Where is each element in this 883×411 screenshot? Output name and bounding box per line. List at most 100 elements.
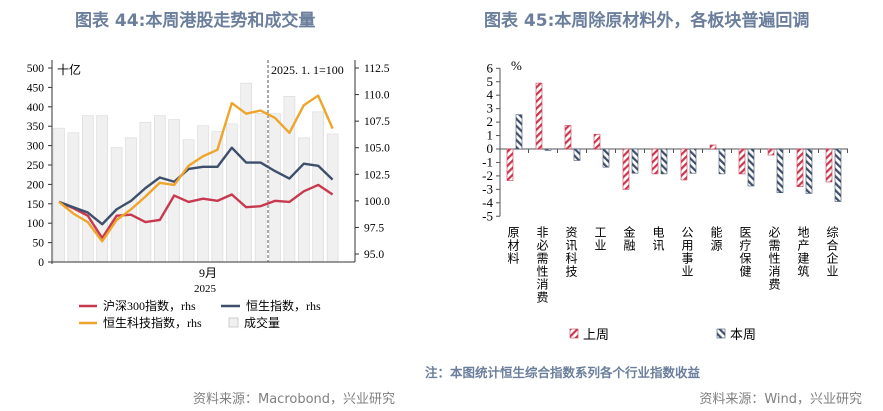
category-label: 必需性消费 (767, 226, 781, 291)
right-tick-label: 110.0 (364, 90, 390, 102)
bar-this-week (747, 148, 755, 187)
bar-this-week (631, 148, 639, 174)
volume-bar (254, 113, 267, 263)
bar-last-week (796, 148, 804, 187)
right-legend: 上周 本周 (569, 327, 756, 342)
left-tick-label: 500 (27, 63, 45, 75)
bar-last-week (738, 148, 746, 175)
category-label: 原材料 (506, 226, 520, 265)
category-label: 非必需性消费 (535, 226, 549, 304)
left-chart-title: 图表 44:本周港股走势和成交量 (75, 11, 316, 31)
series-line-1 (58, 146, 334, 226)
volume-bar (168, 119, 180, 263)
right-source: 资料来源：Wind，兴业研究 (699, 392, 862, 407)
bar-this-week (544, 148, 552, 151)
legend-swatch-last-week (569, 328, 579, 339)
category-label: 公用事业 (680, 226, 694, 278)
left-tick-label: 150 (27, 199, 45, 211)
x-month-label: 9月 (199, 266, 217, 280)
legend-this-week: 本周 (730, 327, 756, 342)
bar-this-week (515, 114, 523, 150)
volume-bar (269, 113, 281, 263)
x-year-label: 2025 (194, 283, 217, 295)
category-label: 电讯 (651, 226, 665, 252)
bar-this-week (805, 148, 813, 194)
legend-hstech: 恒生科技指数，rhs (103, 315, 202, 330)
left-tick-label: 400 (27, 102, 45, 114)
y-tick-label: 1 (487, 128, 494, 143)
volume-bar (197, 125, 209, 263)
bar-last-week (506, 148, 514, 181)
category-label: 资讯科技 (564, 226, 578, 278)
right-tick-label: 105.0 (364, 143, 390, 155)
right-tick-label: 97.5 (364, 222, 384, 234)
left-tick-label: 200 (27, 179, 45, 191)
y-tick-label: 6 (487, 60, 494, 75)
right-tick-label: 102.5 (364, 169, 390, 181)
right-tick-label: 95.0 (364, 249, 384, 261)
category-label: 地产建筑 (796, 226, 810, 278)
volume-bar (82, 115, 94, 263)
category-label: 医疗保健 (738, 226, 752, 278)
left-tick-label: 0 (38, 257, 44, 269)
volume-bar (53, 127, 65, 263)
category-label: 工业 (593, 226, 607, 252)
bar-last-week (593, 133, 601, 150)
left-tick-label: 350 (27, 121, 45, 133)
right-tick-label: 112.5 (364, 63, 390, 75)
right-tick-label: 107.5 (364, 116, 390, 128)
y-tick-label: 4 (487, 87, 494, 102)
bar-this-week (776, 148, 784, 194)
volume-bar (154, 115, 166, 263)
right-unit-percent: % (511, 58, 522, 73)
right-chart-title: 图表 45:本周除原材料外，各板块普遍回调 (484, 11, 810, 31)
right-chart-note: 注：本图统计恒生综合指数系列各个行业指数收益 (425, 365, 701, 380)
bar-last-week (564, 125, 572, 150)
bar-this-week (689, 148, 697, 174)
category-label: 能源 (709, 226, 723, 252)
legend-hsi: 恒生指数，rhs (246, 298, 321, 313)
right-tick-label: 100.0 (364, 196, 390, 208)
bar-this-week (660, 148, 668, 175)
y-tick-label: 3 (487, 101, 494, 116)
bar-last-week (825, 148, 833, 183)
volume-bar (226, 123, 238, 263)
right-unit-label: 2025. 1. 1=100 (271, 63, 344, 77)
y-tick-label: -3 (482, 181, 493, 196)
series-line-2 (58, 94, 334, 243)
volume-bar (297, 137, 310, 263)
bar-last-week (709, 144, 717, 150)
bar-this-week (602, 148, 610, 168)
y-tick-label: -4 (482, 195, 493, 210)
bar-this-week (573, 148, 581, 161)
y-tick-label: -1 (482, 154, 493, 169)
left-tick-label: 50 (33, 238, 45, 250)
left-tick-label: 300 (27, 141, 45, 153)
bar-this-week (834, 148, 842, 202)
legend-hs300: 沪深300指数，rhs (103, 298, 196, 313)
bar-last-week (680, 148, 688, 181)
bar-last-week (622, 148, 630, 190)
y-tick-label: 2 (487, 114, 494, 129)
y-tick-label: 5 (487, 74, 494, 89)
bar-this-week (718, 148, 726, 175)
legend-swatch-this-week (716, 328, 726, 339)
volume-bar (110, 147, 123, 263)
legend-swatch-volume (228, 317, 239, 328)
left-tick-label: 450 (27, 82, 45, 94)
legend-last-week: 上周 (583, 327, 609, 342)
left-unit-label: 十亿 (57, 62, 81, 77)
y-tick-label: 0 (487, 141, 494, 156)
left-tick-label: 100 (27, 218, 45, 230)
volume-bar (67, 132, 80, 263)
bar-last-week (651, 148, 659, 175)
left-source: 资料来源：Macrobond，兴业研究 (193, 392, 396, 407)
y-tick-label: -2 (482, 168, 493, 183)
bar-last-week (767, 148, 775, 156)
left-tick-label: 250 (27, 160, 45, 172)
y-tick-label: -5 (482, 208, 493, 223)
category-label: 综合企业 (825, 226, 839, 278)
legend-volume: 成交量 (244, 315, 280, 330)
series-line-0 (58, 183, 334, 240)
